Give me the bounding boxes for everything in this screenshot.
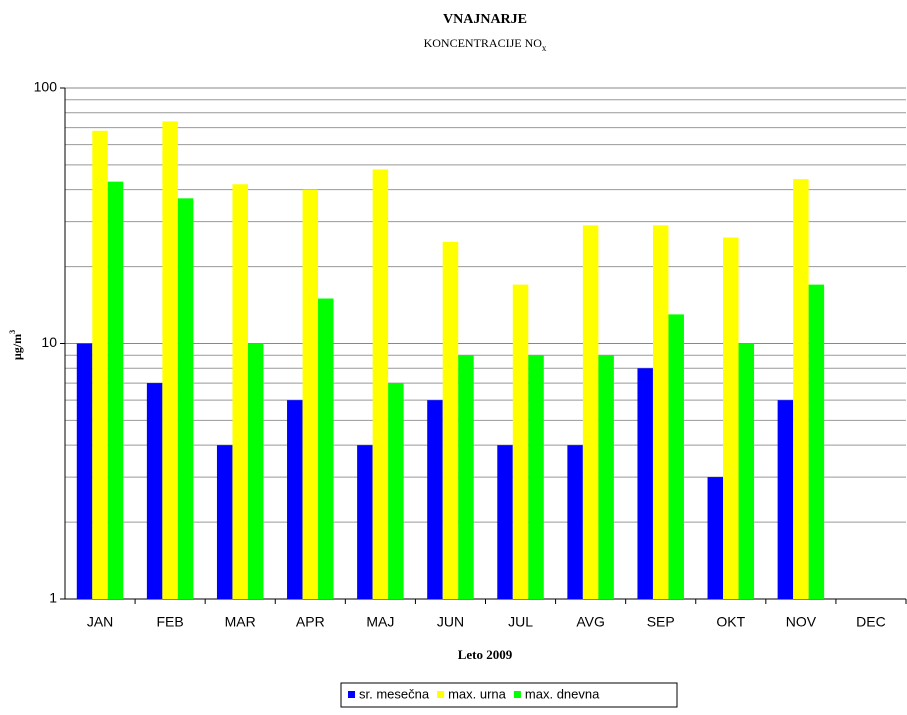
bar — [357, 445, 373, 599]
bar — [302, 189, 319, 599]
chart-subtitle: KONCENTRACIJE NOx — [424, 36, 547, 53]
y-tick-label: 1 — [49, 590, 57, 606]
bar — [637, 368, 653, 599]
subtitle-subscript: x — [542, 43, 547, 53]
legend-swatch — [437, 691, 445, 698]
bar — [567, 445, 583, 599]
bar — [287, 400, 303, 599]
bar — [92, 130, 108, 599]
bar — [793, 179, 809, 599]
x-tick-label: AVG — [576, 614, 605, 630]
bar — [146, 383, 163, 599]
legend-swatch — [348, 691, 355, 698]
bar — [458, 355, 474, 599]
x-tick-label: JAN — [87, 614, 113, 630]
bar — [512, 284, 529, 599]
y-label-superscript: 3 — [8, 330, 17, 334]
bar — [177, 198, 194, 599]
bar — [707, 477, 724, 599]
bar — [318, 298, 334, 599]
bar — [388, 383, 404, 599]
y-tick-label: 10 — [41, 334, 57, 350]
bar — [582, 225, 599, 600]
x-tick-label: APR — [296, 614, 325, 630]
legend-box — [340, 682, 678, 708]
bar — [216, 445, 233, 599]
x-tick-label: NOV — [786, 614, 817, 630]
x-tick-label: MAR — [225, 614, 256, 630]
bar — [497, 445, 513, 599]
legend-label: max. urna — [448, 686, 507, 701]
legend-label: max. dnevna — [525, 686, 600, 701]
x-tick-label: JUN — [437, 614, 464, 630]
x-tick-label: FEB — [157, 614, 184, 630]
bar — [107, 181, 124, 599]
bar — [232, 184, 248, 599]
bar — [372, 169, 389, 599]
bar — [76, 343, 93, 599]
y-label-text: µg/m — [10, 334, 24, 360]
x-axis-label: Leto 2009 — [458, 647, 513, 662]
bar — [442, 241, 459, 599]
bar — [808, 284, 825, 599]
bar — [162, 121, 178, 600]
bar — [528, 355, 544, 599]
subtitle-text: KONCENTRACIJE NO — [424, 36, 543, 50]
x-tick-label: OKT — [716, 614, 745, 630]
x-tick-label: JUL — [508, 614, 533, 630]
bar — [668, 314, 684, 599]
x-tick-label: SEP — [647, 614, 675, 630]
chart-title: VNAJNARJE — [443, 12, 527, 27]
bar — [598, 355, 614, 599]
legend-label: sr. mesečna — [359, 686, 430, 701]
bar — [738, 343, 755, 599]
bar — [723, 237, 739, 599]
bar — [427, 400, 443, 599]
bar — [777, 400, 794, 599]
bar — [247, 343, 264, 599]
x-tick-label: DEC — [856, 614, 886, 630]
y-tick-label: 100 — [34, 79, 58, 95]
y-axis-label: µg/m3 — [8, 330, 24, 360]
bar — [652, 225, 669, 600]
x-tick-label: MAJ — [366, 614, 394, 630]
legend-swatch — [513, 691, 521, 698]
